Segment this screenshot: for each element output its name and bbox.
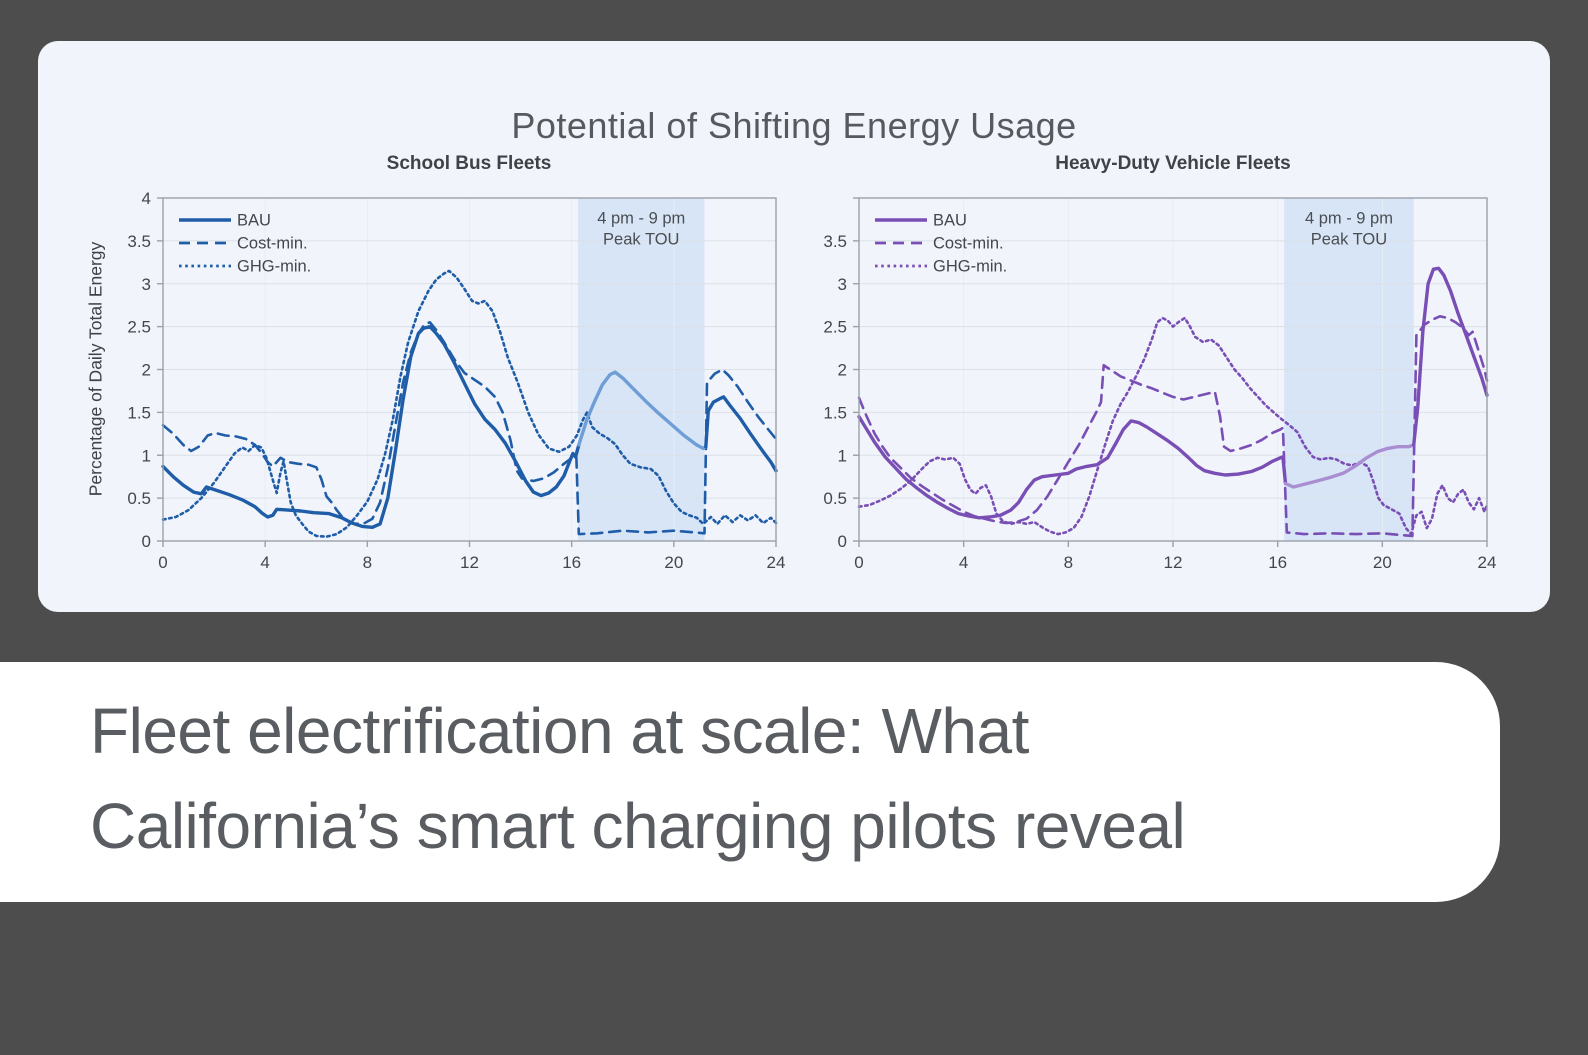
peak-tou-label: 4 pm - 9 pm <box>597 210 685 228</box>
x-tick-label: 24 <box>767 553 786 572</box>
y-tick-label: 2.5 <box>127 318 151 337</box>
y-tick-label: 0.5 <box>823 489 847 508</box>
chart-card-title: Potential of Shifting Energy Usage <box>511 105 1077 146</box>
legend-label: Cost-min. <box>237 235 308 253</box>
peak-tou-label: 4 pm - 9 pm <box>1305 210 1393 228</box>
y-tick-label: 3.5 <box>127 232 151 251</box>
y-axis-label: Percentage of Daily Total Energy <box>85 241 106 497</box>
series-ghg-min--line <box>857 316 1489 536</box>
series-cost-min--line <box>161 321 778 536</box>
y-tick-label: 3 <box>838 275 847 294</box>
headline-line-1: Fleet electrification at scale: What <box>90 695 1029 767</box>
legend-label: BAU <box>237 212 271 230</box>
legend-label: GHG-min. <box>237 258 311 276</box>
legend-label: Cost-min. <box>933 235 1004 253</box>
footer-bar: CLEAResult® energetics Standard Review P… <box>0 902 1588 1055</box>
y-tick-label: 2 <box>838 361 847 380</box>
legend-label: GHG-min. <box>933 258 1007 276</box>
x-tick-label: 20 <box>664 553 683 572</box>
x-tick-label: 20 <box>1373 553 1392 572</box>
series-ghg-min--line <box>161 269 778 539</box>
series-bau-line <box>1283 443 1416 489</box>
y-tick-label: 3 <box>142 275 151 294</box>
heavy-duty-chart: 4 pm - 9 pm Peak TOU 0 4 8 12 16 20 24 0 0.5 1 1.5 2 2… <box>823 197 1496 572</box>
school-bus-chart: 4 pm - 9 pm Peak TOU 0 4 8 12 16 20 24 0 0.5 1 1.5 2 2… <box>127 189 785 572</box>
y-tick-label: 0.5 <box>127 489 151 508</box>
x-tick-label: 0 <box>158 553 167 572</box>
x-tick-label: 8 <box>363 553 372 572</box>
legend-label: BAU <box>933 212 967 230</box>
series-bau-line <box>1412 266 1489 447</box>
y-tick-label: 1 <box>142 446 151 465</box>
chart-card: Potential of Shifting Energy Usage Schoo… <box>38 41 1550 612</box>
y-tick-label: 1 <box>838 446 847 465</box>
x-tick-label: 16 <box>562 553 581 572</box>
y-tick-label: 1.5 <box>823 403 847 422</box>
x-tick-label: 4 <box>260 553 269 572</box>
y-tick-label: 2 <box>142 361 151 380</box>
school-bus-chart-title: School Bus Fleets <box>386 153 552 174</box>
series-bau-line <box>161 324 581 529</box>
series-bau-line <box>577 370 708 451</box>
peak-tou-label: Peak TOU <box>603 230 679 248</box>
series-bau-line <box>857 414 1288 520</box>
headline-text: Fleet electrification at scale: What Cal… <box>90 684 1186 874</box>
x-tick-label: 16 <box>1268 553 1287 572</box>
peak-tou-label: Peak TOU <box>1311 230 1387 248</box>
headline-line-2: California’s smart charging pilots revea… <box>90 790 1186 862</box>
x-tick-label: 12 <box>1164 553 1183 572</box>
y-tick-label: 4 <box>142 189 151 208</box>
x-tick-label: 12 <box>460 553 479 572</box>
heavy-duty-chart-title: Heavy-Duty Vehicle Fleets <box>1055 153 1291 174</box>
x-tick-label: 8 <box>1064 553 1073 572</box>
y-tick-label: 0 <box>838 532 847 551</box>
y-tick-label: 1.5 <box>127 403 151 422</box>
y-tick-label: 0 <box>142 532 151 551</box>
y-tick-label: 2.5 <box>823 318 847 337</box>
series-bau-line <box>704 395 778 473</box>
y-tick-label: 3.5 <box>823 232 847 251</box>
series-cost-min--line <box>857 315 1489 538</box>
x-tick-label: 4 <box>959 553 968 572</box>
headline-box: Fleet electrification at scale: What Cal… <box>0 662 1500 902</box>
x-tick-label: 0 <box>854 553 863 572</box>
x-tick-label: 24 <box>1478 553 1497 572</box>
